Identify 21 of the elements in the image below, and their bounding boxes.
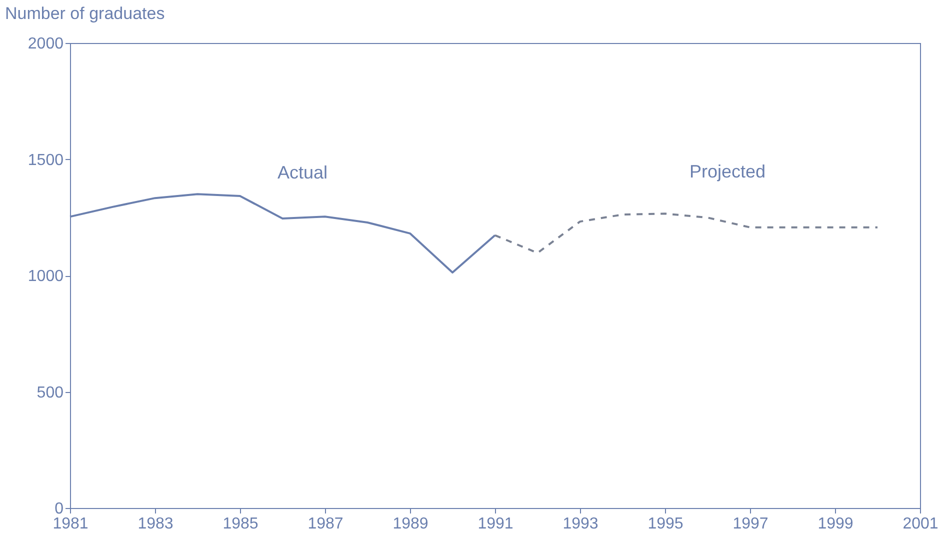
line-series: [494, 212, 878, 254]
x-tick-label: 1985: [222, 516, 258, 532]
y-tick-label: 0: [54, 500, 64, 518]
x-tick-label: 1995: [648, 516, 684, 532]
x-tick-label: 2001: [902, 516, 938, 532]
series-label: Actual: [277, 162, 328, 183]
x-tick-label: 1981: [52, 516, 88, 532]
x-tick-label: 1987: [308, 516, 344, 532]
x-tick-label: 1997: [732, 516, 768, 532]
y-tick-label: 1500: [28, 152, 64, 169]
x-tick-label: 1999: [818, 516, 854, 532]
y-axis-title: Number of graduates: [5, 4, 165, 23]
x-tick-label: 1989: [392, 516, 428, 532]
y-tick-label: 2000: [28, 36, 64, 52]
series-label: Projected: [689, 162, 766, 182]
x-tick-label: 1983: [138, 516, 174, 532]
y-tick-label: 1000: [28, 268, 64, 285]
line-series: [69, 193, 496, 274]
x-tick-label: 1991: [478, 516, 514, 532]
y-tick-label: 500: [36, 384, 64, 402]
x-tick-label: 1993: [562, 516, 598, 532]
